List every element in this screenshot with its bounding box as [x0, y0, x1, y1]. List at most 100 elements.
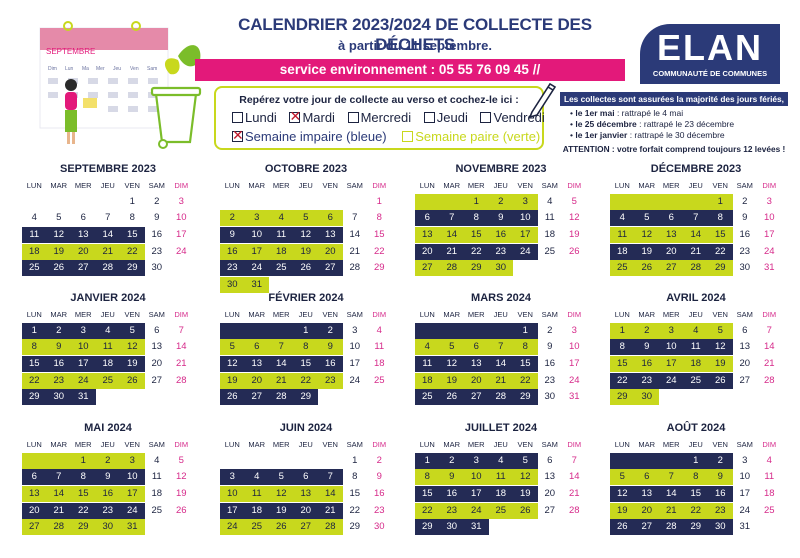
day-cell: 27 — [634, 519, 659, 536]
day-cell — [318, 389, 343, 405]
checkbox-icon[interactable] — [480, 112, 492, 123]
weekday-header: LUN — [224, 181, 240, 190]
day-cell: 20 — [151, 357, 163, 369]
day-cell — [659, 452, 684, 469]
day-cell: 16 — [318, 355, 343, 373]
day-cell — [145, 389, 170, 405]
day-cell: 2 — [708, 452, 733, 469]
day-cell: 15 — [22, 355, 47, 373]
day-cell: 10 — [175, 212, 187, 224]
day-cell: 17 — [568, 357, 580, 369]
day-cell — [269, 322, 294, 339]
day-cell: 10 — [763, 212, 775, 224]
day-cell: 6 — [80, 212, 86, 224]
day-cell: 12 — [46, 226, 71, 244]
day-cell: 6 — [415, 210, 440, 227]
day-cell: 13 — [293, 485, 318, 503]
day-cell: 12 — [293, 226, 318, 244]
day-cell: 21 — [318, 502, 343, 519]
day-option-jeudi[interactable]: Jeudi — [423, 110, 468, 125]
day-cell: 5 — [610, 469, 635, 486]
day-cell: 8 — [293, 339, 318, 356]
checkbox-checked-icon[interactable] — [232, 127, 244, 144]
illustration-weekday: Jeu — [113, 66, 121, 72]
day-cell: 4 — [244, 469, 269, 486]
day-cell: 11 — [764, 471, 775, 483]
checkbox-checked-icon[interactable] — [289, 108, 301, 125]
day-cell: 17 — [71, 355, 96, 373]
month-calendar: FÉVRIER 2024 LUN MAR MER JEU VEN SAM DIM 1 2 3 4 5 6 7… — [220, 292, 392, 406]
day-option-mardi[interactable]: Mardi — [289, 108, 335, 125]
day-cell — [220, 453, 245, 469]
day-cell: 7 — [571, 454, 577, 466]
week-row: 20 21 22 23 24 25 26 — [415, 243, 587, 260]
week-row: 15 16 17 18 19 20 21 — [22, 355, 194, 373]
weekday-header: SAM — [346, 440, 363, 449]
checkbox-icon[interactable] — [423, 112, 435, 123]
illustration-weekday: Sam — [147, 66, 157, 72]
day-cell: 24 — [71, 372, 96, 389]
day-cell: 16 — [151, 228, 163, 240]
day-cell: 24 — [120, 502, 145, 519]
day-cell — [343, 389, 368, 405]
day-cell: 3 — [742, 454, 748, 466]
day-cell: 2 — [439, 452, 464, 469]
day-cell: 20 — [318, 243, 343, 260]
illustration-weekday: Lun — [65, 66, 74, 72]
checkbox-icon[interactable] — [232, 112, 243, 123]
holidays-list: • le 1er mai : rattrapé le 4 mai • le 25… — [570, 108, 734, 141]
week-row: 13 14 15 16 17 18 19 — [415, 226, 587, 244]
day-cell: 13 — [739, 341, 751, 353]
day-cell: 29 — [464, 260, 489, 277]
day-cell: 3 — [120, 452, 145, 469]
month-title: AOÛT 2024 — [666, 422, 726, 434]
week-option-odd[interactable]: Semaine impaire (bleue) — [232, 127, 387, 144]
day-cell: 7 — [659, 469, 684, 486]
weekday-header: MER — [272, 440, 290, 449]
weekday-header: SAM — [346, 310, 363, 319]
weekday-header-row: LUN MAR MER JEU VEN SAM DIM — [415, 179, 587, 193]
day-cell: 3 — [464, 452, 489, 469]
day-cell: 10 — [513, 210, 538, 227]
week-row: 27 28 29 30 — [415, 260, 587, 277]
day-cell: 22 — [708, 243, 733, 260]
day-cell: 15 — [513, 355, 538, 373]
day-cell: 15 — [464, 226, 489, 244]
day-cell: 21 — [175, 357, 187, 369]
weekday-header: DIM — [567, 181, 582, 190]
day-cell: 11 — [683, 339, 708, 356]
day-cell: 19 — [513, 485, 538, 503]
day-cell — [343, 277, 368, 293]
week-row: 15 16 17 18 19 20 21 — [610, 355, 782, 373]
day-cell — [294, 277, 319, 293]
weekday-header: JEU — [298, 440, 313, 449]
day-option-lundi[interactable]: Lundi — [232, 110, 277, 125]
day-cell: 6 — [244, 339, 269, 356]
checkbox-icon[interactable] — [402, 131, 414, 142]
day-option-mercredi[interactable]: Mercredi — [347, 110, 411, 125]
day-cell: 9 — [318, 339, 343, 356]
week-row: 27 28 29 30 31 — [22, 519, 194, 536]
day-cell: 4 — [376, 324, 382, 336]
week-option-even[interactable]: Semaine paire (verte) — [402, 129, 540, 144]
day-cell: 8 — [683, 469, 708, 486]
weekday-header: JEU — [688, 310, 703, 319]
day-cell: 29 — [415, 519, 440, 536]
checkbox-icon[interactable] — [347, 112, 359, 123]
weekday-header-row: LUN MAR MER JEU VEN SAM DIM — [22, 179, 194, 193]
day-cell: 14 — [488, 355, 513, 373]
weekday-header: VEN — [124, 181, 140, 190]
day-cell: 5 — [220, 339, 245, 356]
day-cell: 20 — [464, 372, 489, 389]
day-cell: 6 — [22, 469, 47, 486]
weekday-header: JEU — [688, 440, 703, 449]
month-title: NOVEMBRE 2023 — [455, 163, 547, 175]
day-cell — [415, 193, 440, 210]
day-cell: 13 — [71, 226, 96, 244]
week-row: 29 30 31 — [22, 389, 194, 406]
weekday-header: SAM — [148, 181, 165, 190]
day-cell — [169, 389, 194, 405]
